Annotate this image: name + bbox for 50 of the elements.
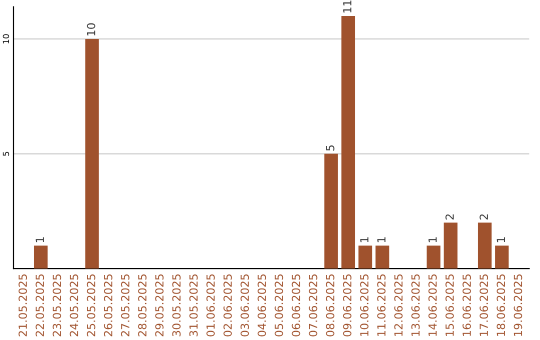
x-tick-label: 29.05.2025 <box>155 274 164 336</box>
x-tick-label: 22.05.2025 <box>36 274 44 336</box>
data-label: 1 <box>428 237 437 242</box>
data-label: 10 <box>86 23 96 36</box>
x-tick-label: 13.06.2025 <box>411 274 420 336</box>
data-label: 1 <box>496 237 505 242</box>
data-label: 11 <box>343 0 352 12</box>
x-tick-label: 11.06.2025 <box>377 274 386 336</box>
bar <box>426 246 440 269</box>
bar <box>324 154 338 269</box>
x-tick-label: 27.05.2025 <box>121 274 130 336</box>
x-tick-label: 17.06.2025 <box>480 274 488 336</box>
bar <box>85 38 99 269</box>
x-tick-label: 16.06.2025 <box>462 274 471 336</box>
x-tick-label: 10.06.2025 <box>360 274 368 336</box>
x-tick-label: 31.05.2025 <box>189 274 198 336</box>
x-tick-label: 08.06.2025 <box>326 274 334 336</box>
x-tick-label: 05.06.2025 <box>274 274 284 336</box>
x-tick-label: 12.06.2025 <box>394 274 403 336</box>
x-tick-label: 07.06.2025 <box>308 274 318 336</box>
bar <box>444 222 458 269</box>
x-tick-label: 06.06.2025 <box>292 274 300 336</box>
x-tick-label: 24.05.2025 <box>70 274 78 336</box>
x-tick-label: 15.06.2025 <box>445 274 454 336</box>
bar <box>34 246 48 269</box>
bar <box>341 16 356 269</box>
x-tick-label: 19.06.2025 <box>514 274 522 336</box>
bar <box>376 246 390 269</box>
x-tick-label: 09.06.2025 <box>343 274 352 336</box>
x-tick-label: 25.05.2025 <box>86 274 96 336</box>
data-label: 5 <box>326 145 334 151</box>
x-tick-label: 30.05.2025 <box>172 274 181 336</box>
x-tick-label: 18.06.2025 <box>496 274 506 336</box>
x-tick-label: 01.06.2025 <box>206 274 215 336</box>
bar <box>495 246 509 269</box>
x-tick-label: 04.06.2025 <box>258 274 266 336</box>
x-tick-label: 03.06.2025 <box>240 274 249 336</box>
x-tick-label: 14.06.2025 <box>428 274 437 336</box>
x-tick-label: 02.06.2025 <box>223 274 232 336</box>
data-label: 1 <box>377 237 386 242</box>
data-label: 2 <box>445 214 454 220</box>
bar <box>478 222 492 269</box>
x-tick-label: 21.05.2025 <box>18 274 27 336</box>
data-label: 1 <box>36 237 44 242</box>
x-tick-label: 28.05.2025 <box>138 274 147 336</box>
bar <box>358 246 372 269</box>
x-tick-label: 26.05.2025 <box>104 274 112 336</box>
data-label: 1 <box>360 237 368 242</box>
x-tick-label: 23.05.2025 <box>52 274 62 336</box>
data-label: 2 <box>480 214 488 220</box>
